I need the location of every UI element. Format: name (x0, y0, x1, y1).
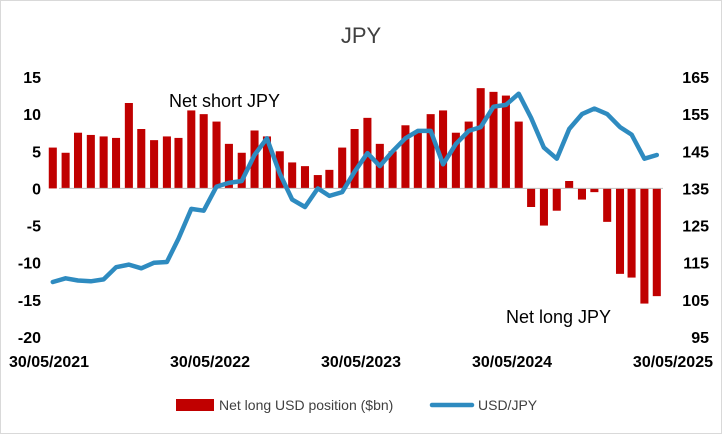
x-tick-label: 30/05/2025 (633, 354, 713, 371)
legend-label-bars: Net long USD position ($bn) (219, 397, 393, 413)
right-tick-label: 95 (691, 330, 709, 347)
left-axis-ticks: 15 10 5 0 -5 -10 -15 -20 (18, 70, 41, 347)
annotation-net-short: Net short JPY (169, 91, 280, 111)
bar (501, 95, 510, 189)
bar (99, 136, 108, 189)
bar (514, 121, 523, 189)
bar (112, 137, 121, 189)
legend-label-line: USD/JPY (478, 397, 538, 413)
bar (86, 134, 95, 189)
x-tick-label: 30/05/2024 (472, 354, 552, 371)
bar (61, 152, 70, 189)
x-tick-label: 30/05/2023 (321, 354, 401, 371)
bar (350, 129, 359, 189)
bar (224, 143, 233, 189)
bar (313, 175, 322, 189)
chart-title: JPY (341, 23, 382, 48)
bar (565, 181, 574, 189)
right-tick-label: 115 (683, 256, 709, 273)
bar (413, 132, 422, 189)
bar (627, 188, 636, 278)
bar (552, 188, 561, 211)
bar (150, 140, 159, 189)
bar (300, 166, 310, 189)
legend: Net long USD position ($bn) USD/JPY (176, 397, 538, 413)
bar (426, 114, 435, 189)
bar (388, 151, 397, 189)
right-axis-ticks: 165 155 145 135 125 115 105 95 (682, 70, 709, 347)
bar (124, 103, 133, 189)
right-tick-label: 105 (682, 293, 709, 310)
bar (489, 91, 498, 189)
left-tick-label: 0 (32, 181, 41, 198)
left-tick-label: 10 (23, 107, 41, 124)
bar (640, 188, 649, 304)
x-tick-label: 30/05/2021 (9, 354, 89, 371)
right-tick-label: 125 (682, 219, 709, 236)
x-tick-label: 30/05/2022 (170, 354, 250, 371)
bar (48, 147, 57, 189)
right-tick-label: 165 (682, 70, 709, 87)
bar (288, 162, 297, 189)
bar (539, 188, 548, 226)
left-tick-label: -15 (18, 293, 41, 310)
bar (338, 147, 347, 189)
bar (527, 188, 536, 207)
bar (262, 136, 271, 189)
bar (476, 88, 485, 189)
bar (199, 114, 208, 189)
right-tick-label: 135 (682, 181, 709, 198)
bar (590, 188, 599, 193)
bar (451, 132, 460, 189)
bar (187, 110, 196, 189)
usdjpy-line (50, 91, 660, 285)
bar (137, 129, 146, 189)
bar (237, 152, 246, 189)
bar-series (48, 88, 661, 304)
bar (325, 169, 334, 189)
bar (439, 110, 448, 189)
bar (162, 136, 171, 189)
bar (652, 188, 661, 297)
left-tick-label: -5 (27, 219, 41, 236)
left-tick-label: -20 (18, 330, 41, 347)
annotation-net-long: Net long JPY (506, 307, 611, 327)
bar (615, 188, 625, 274)
bar (174, 137, 183, 189)
left-tick-label: -10 (18, 256, 41, 273)
bar (73, 132, 83, 189)
right-tick-label: 145 (682, 144, 709, 161)
legend-swatch-bars (176, 399, 214, 411)
x-axis-ticks: 30/05/2021 30/05/2022 30/05/2023 30/05/2024… (9, 354, 713, 371)
bar (464, 121, 473, 189)
bar (603, 188, 612, 222)
bar (212, 121, 221, 189)
bar (401, 125, 410, 189)
left-tick-label: 5 (32, 144, 41, 161)
left-tick-label: 15 (23, 70, 41, 87)
right-tick-label: 155 (682, 107, 709, 124)
bar (577, 188, 586, 200)
